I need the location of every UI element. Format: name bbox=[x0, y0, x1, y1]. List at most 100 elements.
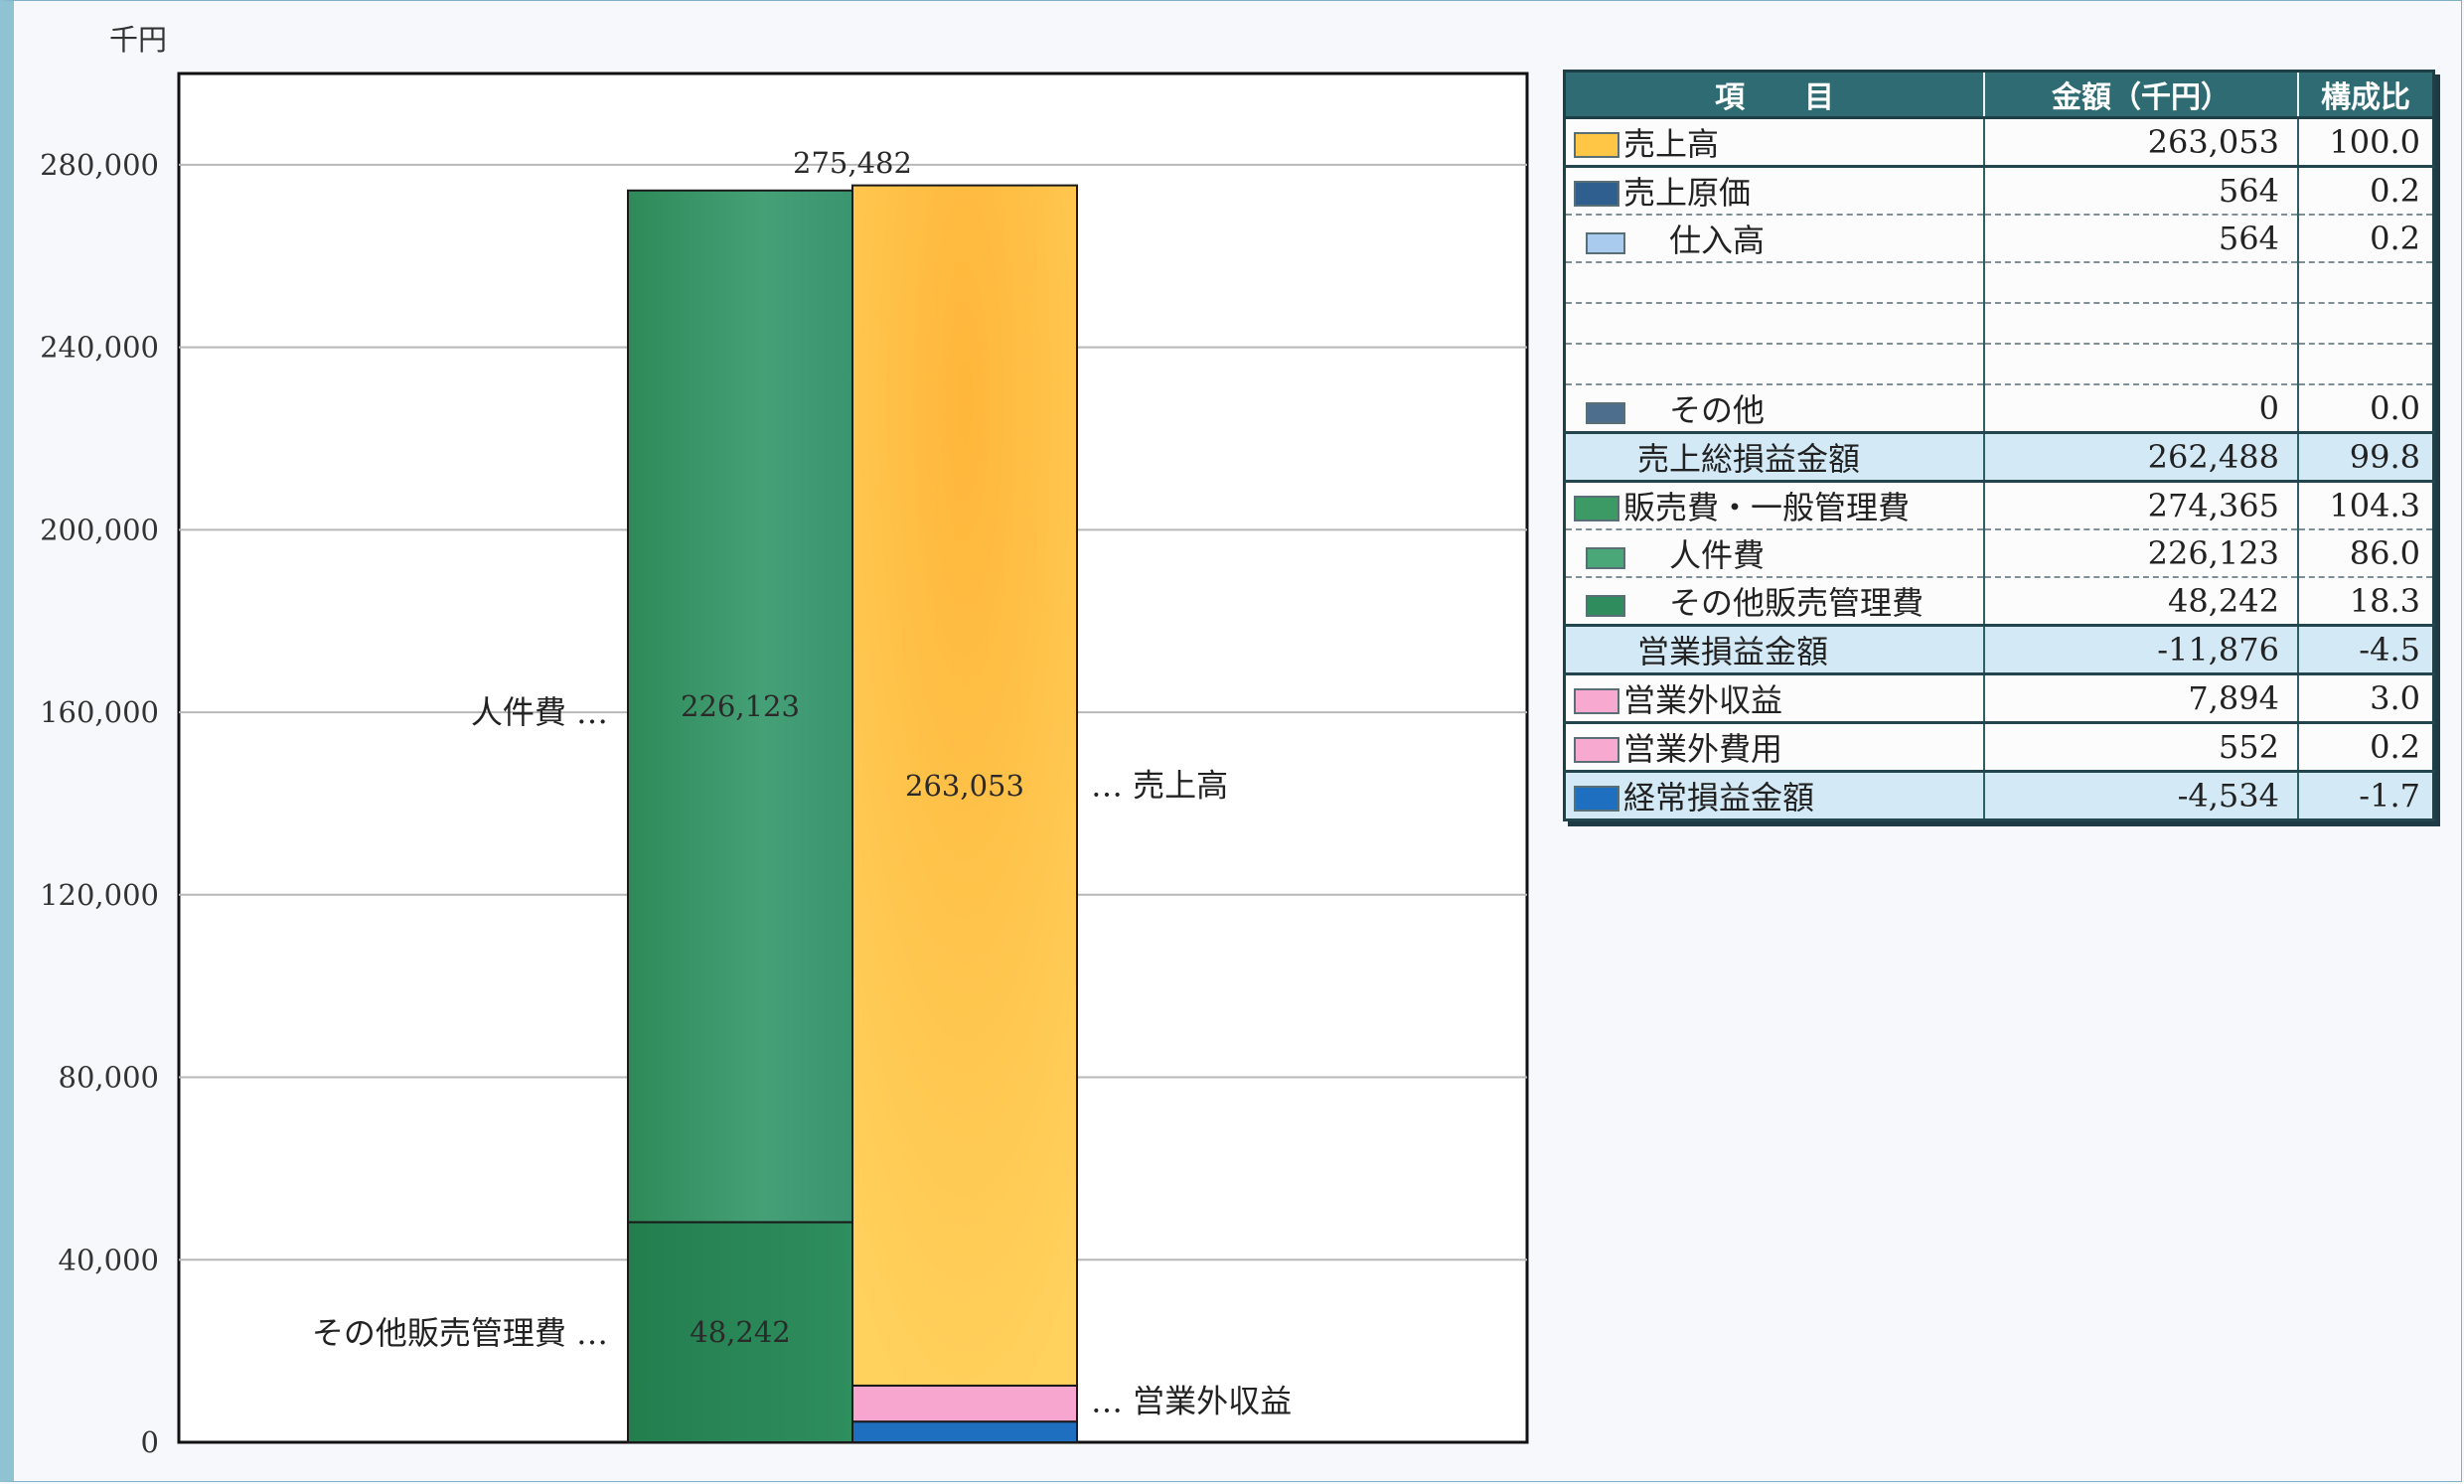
cell-ratio: 18.3 bbox=[2298, 577, 2434, 627]
cell-ratio bbox=[2298, 303, 2434, 345]
y-tick-label: 200,000 bbox=[40, 513, 159, 546]
cell-ratio bbox=[2298, 262, 2434, 304]
table-row: 営業損益金額 -11,876 -4.5 bbox=[1564, 625, 2434, 675]
cell-ratio: -1.7 bbox=[2298, 771, 2434, 821]
cell-amount: 226,123 bbox=[1984, 529, 2299, 578]
y-tick-label: 0 bbox=[141, 1425, 159, 1459]
cell-ratio: 100.0 bbox=[2298, 117, 2434, 168]
cell-ratio: 0.2 bbox=[2298, 722, 2434, 773]
table-row: 売上原価 564 0.2 bbox=[1564, 166, 2434, 216]
cell-amount: 0 bbox=[1984, 384, 2299, 434]
y-tick-label: 280,000 bbox=[40, 148, 159, 182]
cell-item: その他 bbox=[1564, 384, 1985, 434]
legend-swatch bbox=[1574, 786, 1619, 812]
table-row bbox=[1564, 303, 2434, 345]
cell-ratio: 3.0 bbox=[2298, 673, 2434, 724]
header-item: 項 目 bbox=[1564, 71, 1985, 119]
cell-ratio: 0.0 bbox=[2298, 384, 2434, 434]
cell-item: 売上高 bbox=[1564, 117, 1985, 168]
cell-amount: 274,365 bbox=[1984, 481, 2299, 530]
bar-segment bbox=[627, 1221, 853, 1444]
category-label: … 売上高 bbox=[1091, 767, 1228, 805]
table-row: 仕入高 564 0.2 bbox=[1564, 215, 2434, 263]
y-tick-label: 160,000 bbox=[40, 695, 159, 729]
bar-value-label: 48,242 bbox=[690, 1315, 790, 1349]
legend-swatch bbox=[1574, 181, 1619, 207]
legend-swatch bbox=[1574, 496, 1619, 521]
cell-item bbox=[1564, 262, 1985, 304]
cell-amount: 564 bbox=[1984, 166, 2299, 216]
header-ratio: 構成比 bbox=[2298, 71, 2434, 119]
legend-swatch bbox=[1586, 595, 1625, 617]
category-label: … 営業外収益 bbox=[1091, 1383, 1292, 1420]
cell-amount: -11,876 bbox=[1984, 625, 2299, 675]
cell-item: 売上原価 bbox=[1564, 166, 1985, 216]
table-row: 営業外費用 552 0.2 bbox=[1564, 722, 2434, 773]
table-header-row: 項 目 金額（千円） 構成比 bbox=[1564, 71, 2434, 119]
legend-swatch bbox=[1574, 688, 1619, 714]
row-label: 売上原価 bbox=[1623, 174, 1752, 212]
row-label: 経常損益金額 bbox=[1623, 779, 1815, 816]
y-tick-label: 40,000 bbox=[59, 1243, 159, 1276]
row-label: 売上総損益金額 bbox=[1637, 440, 1861, 478]
y-tick-label: 240,000 bbox=[40, 331, 159, 365]
row-label: 営業外費用 bbox=[1623, 730, 1783, 768]
unit-label: 千円 bbox=[109, 23, 167, 57]
table-row: その他 0 0.0 bbox=[1564, 384, 2434, 434]
y-tick-label: 80,000 bbox=[59, 1061, 159, 1095]
cell-item: その他販売管理費 bbox=[1564, 577, 1985, 627]
table-row bbox=[1564, 344, 2434, 385]
cell-ratio bbox=[2298, 344, 2434, 385]
cell-item: 販売費・一般管理費 bbox=[1564, 481, 1985, 530]
cell-item: 営業外収益 bbox=[1564, 673, 1985, 724]
bar-segment bbox=[851, 1384, 1078, 1423]
table-row: 売上総損益金額 262,488 99.8 bbox=[1564, 432, 2434, 483]
legend-swatch bbox=[1586, 232, 1625, 254]
bar-segment bbox=[851, 1420, 1078, 1444]
table-row bbox=[1564, 262, 2434, 304]
legend-swatch bbox=[1574, 132, 1619, 158]
table-row: 売上高 263,053 100.0 bbox=[1564, 117, 2434, 168]
cell-ratio: 86.0 bbox=[2298, 529, 2434, 578]
cell-amount: 552 bbox=[1984, 722, 2299, 773]
row-label: その他販売管理費 bbox=[1669, 584, 1925, 622]
row-label: 営業外収益 bbox=[1623, 681, 1783, 719]
row-label: その他 bbox=[1669, 391, 1766, 429]
cell-item: 仕入高 bbox=[1564, 215, 1985, 263]
cell-amount: 263,053 bbox=[1984, 117, 2299, 168]
bar-value-label: 226,123 bbox=[681, 689, 800, 723]
cell-item bbox=[1564, 344, 1985, 385]
table-row: 経常損益金額 -4,534 -1.7 bbox=[1564, 771, 2434, 821]
table-row: 営業外収益 7,894 3.0 bbox=[1564, 673, 2434, 724]
cell-amount bbox=[1984, 303, 2299, 345]
cell-amount: 7,894 bbox=[1984, 673, 2299, 724]
legend-swatch bbox=[1586, 402, 1625, 424]
table-row: 販売費・一般管理費 274,365 104.3 bbox=[1564, 481, 2434, 530]
cell-item bbox=[1564, 303, 1985, 345]
table-row: 人件費 226,123 86.0 bbox=[1564, 529, 2434, 578]
bar-value-label: 263,053 bbox=[905, 769, 1024, 803]
category-label: 人件費 … bbox=[471, 693, 608, 731]
category-label: その他販売管理費 … bbox=[312, 1314, 608, 1352]
cell-ratio: 0.2 bbox=[2298, 215, 2434, 263]
legend-swatch bbox=[1586, 547, 1625, 569]
cell-amount bbox=[1984, 262, 2299, 304]
cell-item: 経常損益金額 bbox=[1564, 771, 1985, 821]
bar-total-label: 275,482 bbox=[793, 146, 912, 180]
row-label: 人件費 bbox=[1669, 536, 1766, 574]
cell-amount: 564 bbox=[1984, 215, 2299, 263]
y-tick-label: 120,000 bbox=[40, 878, 159, 912]
cell-amount: -4,534 bbox=[1984, 771, 2299, 821]
cell-ratio: -4.5 bbox=[2298, 625, 2434, 675]
cell-item: 人件費 bbox=[1564, 529, 1985, 578]
row-label: 売上高 bbox=[1623, 125, 1720, 163]
cell-item: 営業外費用 bbox=[1564, 722, 1985, 773]
bar-segment bbox=[851, 184, 1078, 1387]
legend-swatch bbox=[1574, 737, 1619, 763]
cell-item: 営業損益金額 bbox=[1564, 625, 1985, 675]
cell-ratio: 99.8 bbox=[2298, 432, 2434, 483]
bars: 48,242 226,123 275,482 263,053 bbox=[627, 146, 1078, 1444]
row-label: 販売費・一般管理費 bbox=[1623, 489, 1911, 526]
